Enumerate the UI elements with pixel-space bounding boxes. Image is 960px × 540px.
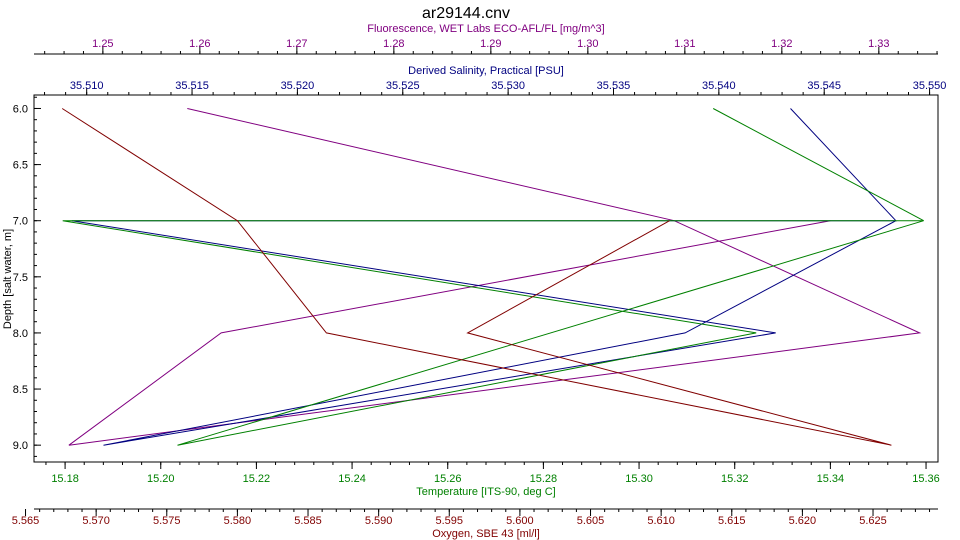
salinity-tick-label: 35.515: [175, 80, 209, 92]
depth-axis: 6.0 6.5 7.0 7.5 8.0 8.5 9.0: [13, 96, 41, 457]
salinity-tick-label: 35.535: [597, 80, 631, 92]
oxygen-tick-label: 5.565: [12, 515, 40, 527]
salinity-tick-label: 35.520: [281, 80, 315, 92]
depth-axis-label: Depth [salt water, m]: [2, 229, 14, 329]
fluorescence-tick-label: 1.25: [92, 38, 113, 50]
oxygen-tick-label: 5.595: [436, 515, 464, 527]
depth-tick-label: 6.5: [13, 160, 28, 172]
axes-layer: 1.25 1.26 1.27 1.28 1.29 1.30 1.31 1.32 1.33 Fluo…: [12, 23, 947, 540]
chart-title: ar29144.cnv: [422, 5, 510, 22]
fluorescence-tick-label: 1.28: [383, 38, 404, 50]
temperature-tick-label: 15.24: [338, 473, 366, 485]
oxygen-tick-label: 5.580: [224, 515, 252, 527]
depth-tick-label: 7.0: [13, 216, 28, 228]
oxygen-profile-line: [61, 108, 892, 446]
oxygen-tick-label: 5.620: [789, 515, 817, 527]
oxygen-tick-label: 5.615: [718, 515, 746, 527]
depth-tick-label: 9.0: [13, 440, 28, 452]
fluorescence-tick-label: 1.32: [771, 38, 792, 50]
salinity-tick-label: 35.510: [70, 80, 104, 92]
depth-tick-label: 8.0: [13, 328, 28, 340]
oxygen-axis-label: Oxygen, SBE 43 [ml/l]: [432, 528, 540, 540]
salinity-axis-label: Derived Salinity, Practical [PSU]: [408, 65, 564, 77]
fluorescence-axis: 1.25 1.26 1.27 1.28 1.29 1.30 1.31 1.32 1.33 Fluo…: [34, 23, 938, 55]
oxygen-tick-label: 5.575: [153, 515, 181, 527]
temperature-tick-label: 15.28: [530, 473, 558, 485]
oxygen-tick-label: 5.605: [577, 515, 605, 527]
oxygen-tick-label: 5.600: [506, 515, 534, 527]
fluorescence-tick-label: 1.33: [868, 38, 889, 50]
temperature-tick-label: 15.36: [912, 473, 940, 485]
fluorescence-tick-label: 1.29: [480, 38, 501, 50]
fluorescence-tick-label: 1.31: [674, 38, 695, 50]
salinity-tick-label: 35.530: [491, 80, 525, 92]
oxygen-axis: 5.565 5.570 5.575 5.580 5.585 5.590 5.595 5.600…: [12, 508, 938, 540]
temperature-tick-label: 15.20: [147, 473, 175, 485]
depth-tick-label: 6.0: [13, 103, 28, 115]
fluorescence-tick-label: 1.26: [189, 38, 210, 50]
fluorescence-tick-label: 1.27: [286, 38, 307, 50]
temperature-tick-label: 15.34: [817, 473, 845, 485]
temperature-tick-label: 15.18: [51, 473, 79, 485]
fluorescence-profile-line: [68, 108, 922, 446]
temperature-tick-label: 15.26: [434, 473, 462, 485]
fluorescence-tick-label: 1.30: [577, 38, 598, 50]
temperature-axis: 15.18 15.20 15.22 15.24 15.26 15.28 15.30 15.32…: [45, 462, 940, 498]
salinity-tick-label: 35.550: [913, 80, 947, 92]
salinity-axis: 35.510 35.515 35.520 35.525 35.530 35.535 35.5…: [44, 65, 947, 95]
temperature-axis-label: Temperature [ITS-90, deg C]: [416, 486, 555, 498]
oxygen-tick-label: 5.585: [294, 515, 322, 527]
fluorescence-axis-label: Fluorescence, WET Labs ECO-AFL/FL [mg/m^…: [367, 23, 604, 35]
depth-tick-label: 8.5: [13, 384, 28, 396]
temperature-tick-label: 15.30: [625, 473, 653, 485]
oxygen-tick-label: 5.625: [859, 515, 887, 527]
temperature-tick-label: 15.22: [243, 473, 271, 485]
salinity-tick-label: 35.545: [807, 80, 841, 92]
oxygen-tick-label: 5.570: [82, 515, 110, 527]
salinity-tick-label: 35.525: [386, 80, 420, 92]
oxygen-tick-label: 5.610: [647, 515, 675, 527]
temperature-profile-line: [62, 108, 924, 446]
salinity-tick-label: 35.540: [702, 80, 736, 92]
temperature-tick-label: 15.32: [721, 473, 749, 485]
oxygen-tick-label: 5.590: [365, 515, 393, 527]
depth-tick-label: 7.5: [13, 272, 28, 284]
series-layer: [61, 108, 924, 446]
